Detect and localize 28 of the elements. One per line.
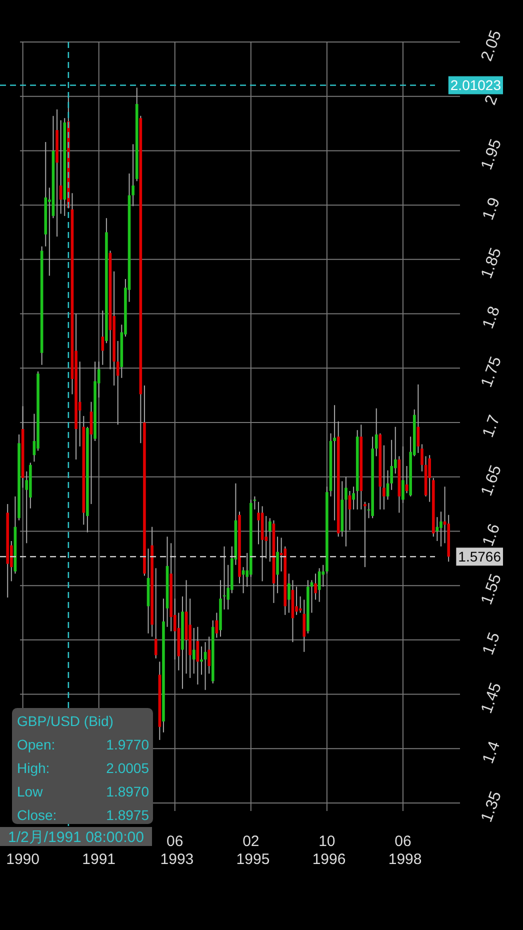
ref-line: 1.5766 xyxy=(0,548,503,566)
ref-line-label: 1/2月/1991 08:00:00 xyxy=(8,829,144,846)
info-box: GBP/USD (Bid) Open: 1.9770 High: 2.0005 Low 1.8970 Close: 1.8975 xyxy=(12,708,153,824)
x-tick-label: 1991 xyxy=(82,851,116,868)
x-tick-label: 02 1995 xyxy=(232,833,270,868)
x-tick-label: 06 1993 xyxy=(156,833,194,868)
y-tick-label: 1.5 xyxy=(480,630,504,658)
x-tick-label: 10 1996 xyxy=(308,833,346,868)
x-tick-label: 06 1998 xyxy=(384,833,422,868)
y-tick-label: 1.4 xyxy=(480,739,504,766)
y-tick-label: 1.9 xyxy=(480,196,504,222)
x-tick-label: 1990 xyxy=(6,851,40,868)
annotation: GBP/USD (Bid) xyxy=(17,713,114,729)
ref-line-label: 1.5766 xyxy=(458,548,502,565)
y-tick-label: 1.45 xyxy=(478,680,506,716)
y-tick-label: 2 xyxy=(482,93,502,108)
y-tick-label: 1.55 xyxy=(478,572,506,608)
y-tick-label: 1.75 xyxy=(478,354,506,390)
ref-line: 2.01023 xyxy=(0,76,503,94)
y-tick-label: 1.7 xyxy=(480,412,504,440)
y-tick-label: 2.05 xyxy=(478,28,506,64)
y-tick-label: 1.65 xyxy=(478,463,506,498)
y-tick-label: 1.8 xyxy=(480,304,504,332)
ref-line-label: 2.01023 xyxy=(450,77,502,94)
y-tick-label: 1.6 xyxy=(480,522,504,548)
y-tick-label: 1.85 xyxy=(478,246,506,281)
y-tick-label: 1.95 xyxy=(478,136,506,172)
y-tick-label: 1.35 xyxy=(478,789,506,824)
